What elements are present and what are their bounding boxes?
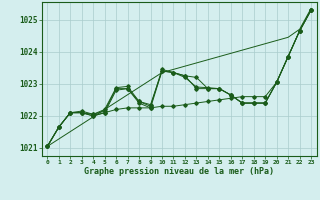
X-axis label: Graphe pression niveau de la mer (hPa): Graphe pression niveau de la mer (hPa) <box>84 167 274 176</box>
